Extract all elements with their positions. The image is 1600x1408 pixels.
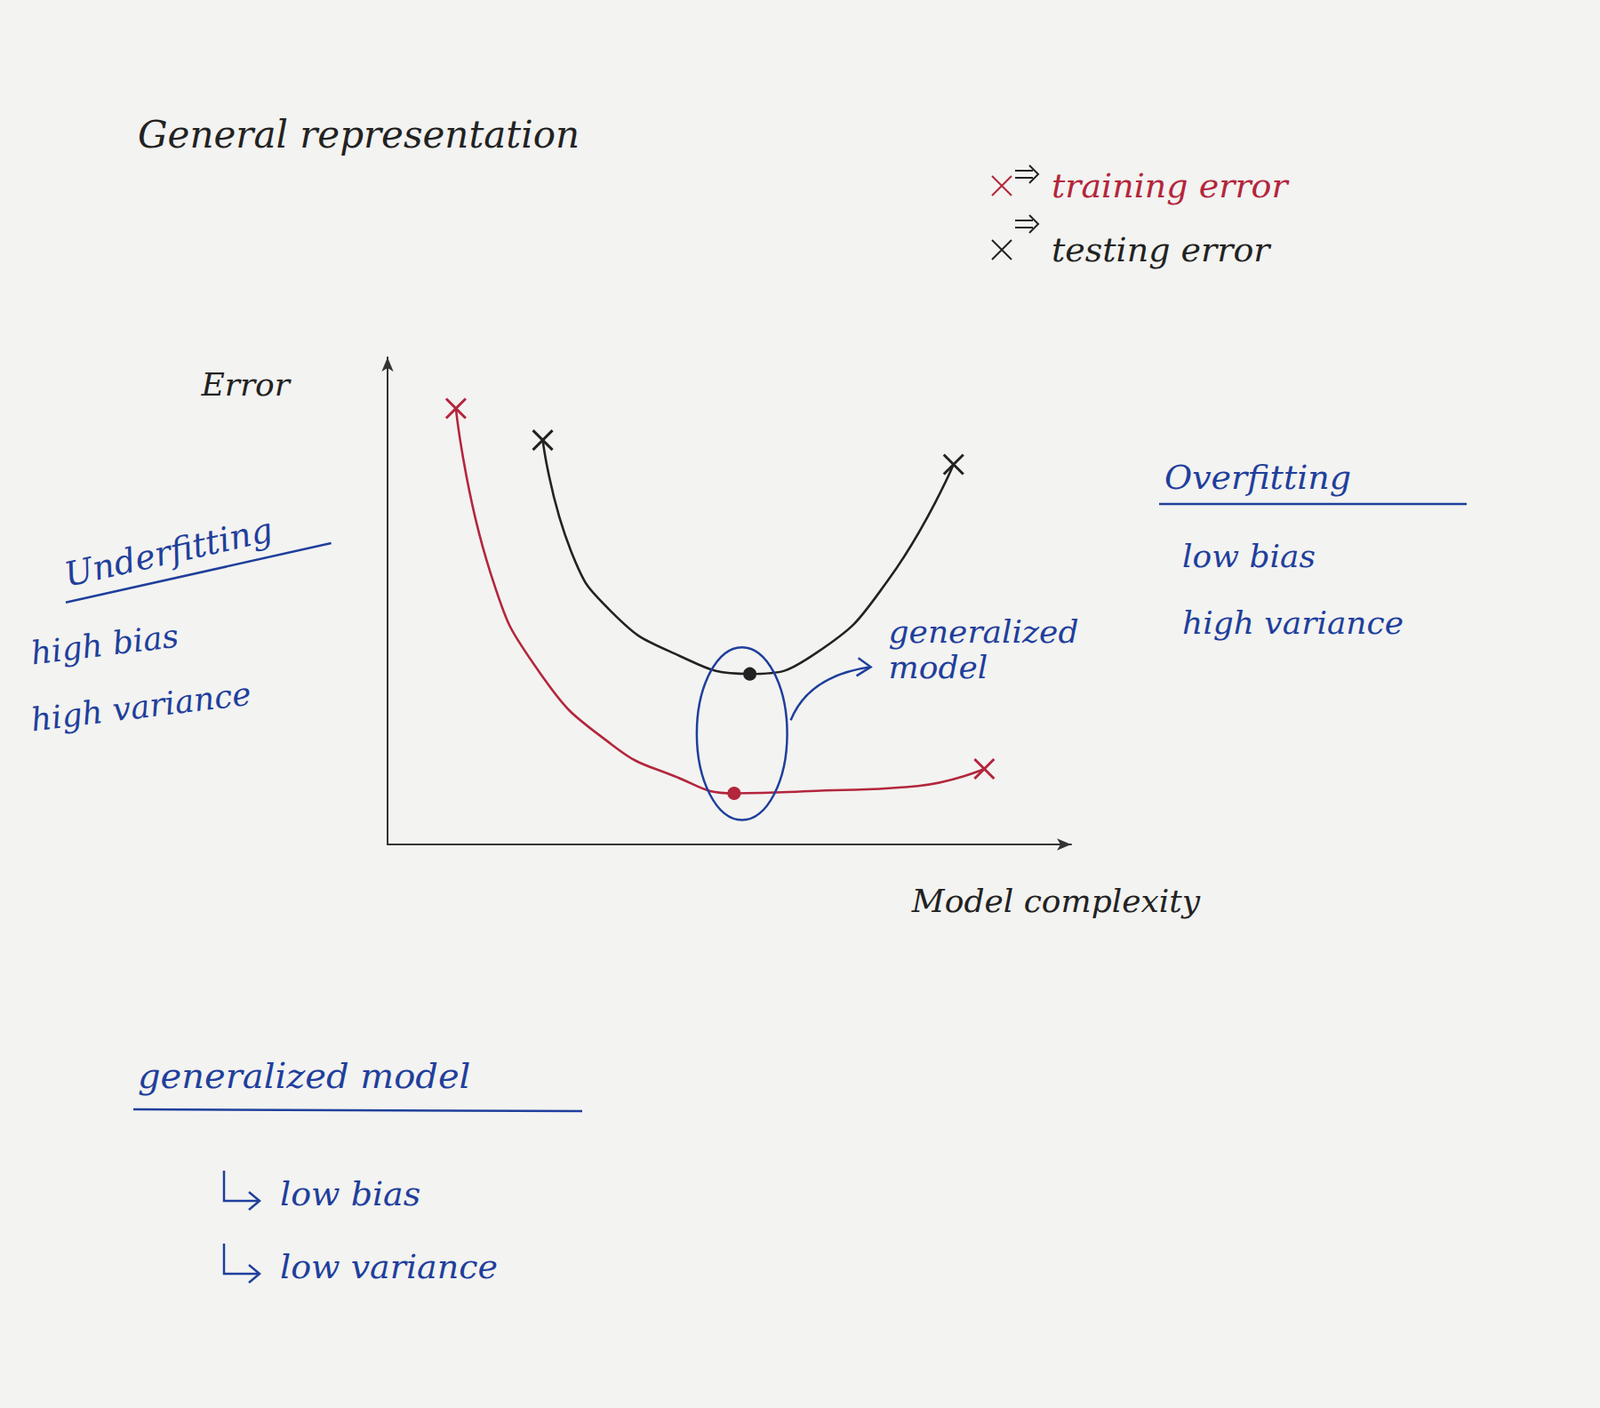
- svg-text:training error: training error: [1051, 166, 1290, 206]
- svg-text:low bias: low bias: [1182, 537, 1316, 575]
- svg-text:testing error: testing error: [1051, 230, 1272, 270]
- svg-text:Model complexity: Model complexity: [911, 882, 1201, 920]
- svg-text:generalized: generalized: [888, 613, 1089, 650]
- svg-text:model: model: [888, 648, 989, 686]
- svg-text:generalized model: generalized model: [137, 1055, 471, 1096]
- svg-text:low bias: low bias: [280, 1174, 421, 1214]
- svg-text:high variance: high variance: [1182, 604, 1404, 641]
- svg-text:Overfitting: Overfitting: [1164, 457, 1352, 497]
- svg-text:Underfitting: Underfitting: [60, 510, 276, 595]
- svg-text:high bias: high bias: [29, 617, 182, 672]
- svg-text:General representation: General representation: [137, 112, 580, 157]
- svg-text:high variance: high variance: [29, 675, 254, 739]
- svg-text:low variance: low variance: [280, 1247, 498, 1287]
- svg-text:Error: Error: [200, 366, 291, 403]
